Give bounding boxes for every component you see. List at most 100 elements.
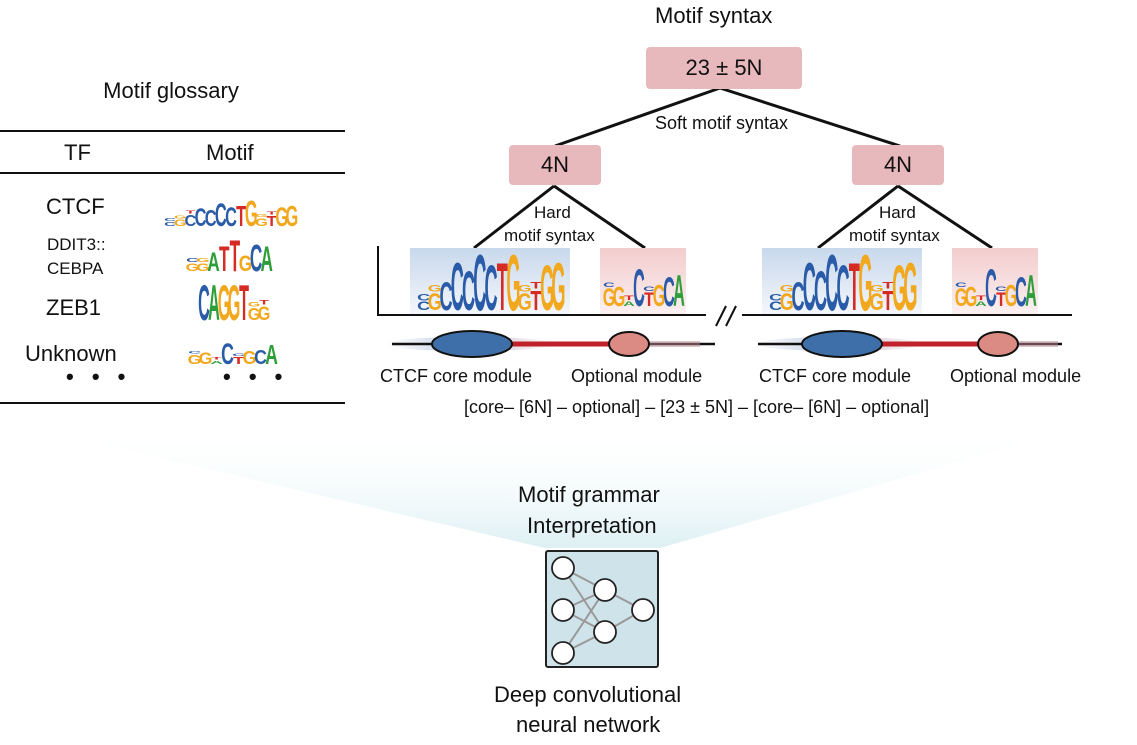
logo-letter-minor: T xyxy=(976,294,986,302)
logo-letter-G: G xyxy=(858,238,872,328)
dna-track xyxy=(385,330,1062,358)
logo-letter-T: T xyxy=(530,285,542,316)
logo-letter-minor: G xyxy=(248,301,261,308)
logo-letter-C: C xyxy=(254,346,267,368)
logo-letter-T: T xyxy=(996,289,1006,311)
optional-logo-bg-left xyxy=(600,248,686,314)
logo-letter-C: C xyxy=(985,260,997,318)
logo-letter-T: T xyxy=(882,285,894,316)
core-module-left xyxy=(431,330,513,358)
optional-module-left xyxy=(608,331,650,357)
glossary-col-tf: TF xyxy=(64,140,91,165)
logo-letter-minor: T xyxy=(624,294,634,302)
logo-letter-minor: C xyxy=(417,292,431,303)
optional-module-label-left: Optional module xyxy=(571,366,703,386)
spacing-box-left-label: 4N xyxy=(540,152,570,177)
spacing-box-left: 4N xyxy=(509,145,601,185)
logo-letter-G: G xyxy=(506,238,520,328)
network-label-line1: Deep convolutional xyxy=(494,682,682,707)
hard-syntax-label-right-2: motif syntax xyxy=(849,226,940,245)
logo-letter-T: T xyxy=(236,200,247,232)
logo-letter-G: G xyxy=(188,353,202,367)
logo-letter-C: C xyxy=(195,205,207,232)
logo-letter-T: T xyxy=(239,276,249,331)
logo-letter-C: C xyxy=(451,249,464,326)
logo-letter-T: T xyxy=(230,233,241,282)
spacing-box-root-label: 23 ± 5N xyxy=(685,55,763,80)
logo-letter-minor: T xyxy=(259,299,270,306)
logo-letter-G: G xyxy=(243,348,257,368)
axis-break-mark xyxy=(715,305,737,327)
logo-letter-G: G xyxy=(186,262,199,274)
logo-letter-C: C xyxy=(205,206,217,231)
logo-letter-C: C xyxy=(198,276,210,331)
soft-syntax-connectors xyxy=(554,86,901,148)
logo-letter-C: C xyxy=(473,238,486,328)
logo-letter-G: G xyxy=(903,249,917,326)
logo-letter-minor: C xyxy=(769,292,783,303)
logo-letter-C: C xyxy=(225,202,237,232)
glossary-header-rule xyxy=(0,172,345,174)
syntax-title: Motif syntax xyxy=(655,3,773,28)
glossary-col-motif: Motif xyxy=(206,140,254,165)
core-logo-bg-right xyxy=(762,248,922,314)
tf-zeb1: ZEB1 xyxy=(46,295,102,320)
logo-letter-minor: G xyxy=(174,215,187,220)
glossary-bottom-rule xyxy=(0,402,345,404)
spacing-box-right-label: 4N xyxy=(883,152,913,177)
logo-letter-G: G xyxy=(870,289,884,316)
logo-letter-minor: G xyxy=(196,257,210,263)
spacing-box-root: 23 ± 5N xyxy=(646,47,802,89)
network-label-line2: neural network xyxy=(516,712,661,737)
tf-unknown: Unknown xyxy=(25,341,117,366)
logo-letter-G: G xyxy=(428,289,442,316)
core-module-label-left: CTCF core module xyxy=(380,366,533,386)
logo-letter-minor: T xyxy=(211,356,222,361)
logo-letter-C: C xyxy=(484,251,497,323)
optional-module-label-right: Optional module xyxy=(950,366,1082,386)
logo-letter-C: C xyxy=(836,251,849,323)
core-logo-bg-left xyxy=(410,248,570,314)
logo-letter-T: T xyxy=(849,249,860,326)
logo-axis xyxy=(377,246,1072,316)
logo-letter-G: G xyxy=(196,262,209,274)
logo-letter-C: C xyxy=(825,238,838,328)
logo-letter-C: C xyxy=(633,260,645,318)
logo-letter-T: T xyxy=(267,214,278,230)
logo-letter-G: G xyxy=(248,304,261,324)
logo-letter-G: G xyxy=(258,302,271,324)
tf-ddit3-line2: CEBPA xyxy=(47,259,104,278)
logo-letter-A: A xyxy=(1025,267,1037,316)
tf-ddit3-line1: DDIT3:: xyxy=(47,235,106,254)
tf-ctcf: CTCF xyxy=(46,194,105,219)
logo-letter-C: C xyxy=(803,249,816,326)
logo-letter-G: G xyxy=(551,249,565,326)
logo-letter-G: G xyxy=(245,194,258,234)
core-module-label-right: CTCF core module xyxy=(759,366,912,386)
logo-letter-T: T xyxy=(497,249,508,326)
logo-letter-minor: C xyxy=(186,257,198,263)
logo-letter-C: C xyxy=(164,221,176,227)
logo-letter-G: G xyxy=(228,276,241,331)
cnn-box xyxy=(545,550,659,668)
logo-letter-minor: G xyxy=(518,284,532,295)
logo-letter-G: G xyxy=(275,202,288,232)
hard-syntax-label-left-1: Hard xyxy=(534,203,571,222)
logo-letter-minor: G xyxy=(780,284,794,295)
grammar-label-line2: Interpretation xyxy=(527,513,657,538)
logo-letter-G: G xyxy=(780,289,794,316)
spacing-box-right: 4N xyxy=(852,145,944,185)
logo-letter-C: C xyxy=(1015,269,1027,315)
logo-letter-C: C xyxy=(250,239,262,280)
logo-letter-T: T xyxy=(219,239,230,278)
logo-letter-A: A xyxy=(975,300,987,308)
logo-letter-minor: C xyxy=(955,281,967,289)
logo-letter-minor: G xyxy=(428,284,442,295)
logo-letter-A: A xyxy=(673,267,685,316)
logo-letter-C: C xyxy=(792,274,805,319)
logo-letter-G: G xyxy=(174,218,187,228)
